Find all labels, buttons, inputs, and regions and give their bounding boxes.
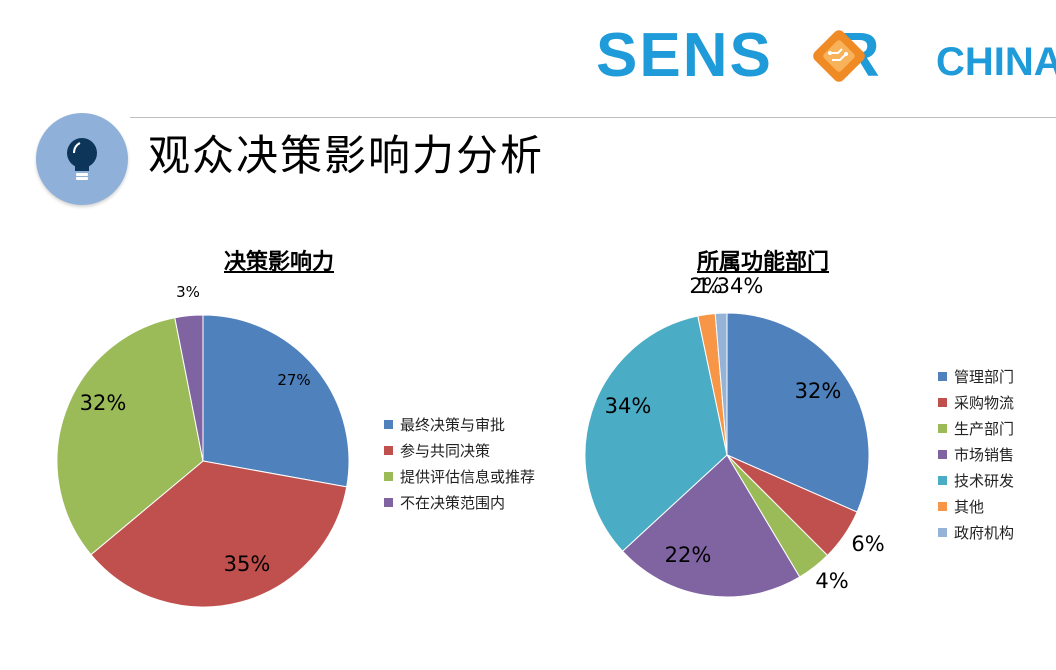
chart2-data-label-0: 32%: [795, 379, 842, 403]
chart2-legend-item: 采购物流: [938, 389, 1014, 415]
chart2-legend-item: 市场销售: [938, 441, 1014, 467]
chart1-slice-3: [174, 314, 204, 462]
chart1-legend-item: 不在决策范围内: [384, 489, 535, 515]
chart1-legend-swatch: [384, 419, 393, 429]
chart2-slice-0: [726, 312, 870, 513]
chart2-legend-label: 生产部门: [954, 419, 1015, 438]
chart2-data-label-3: 22%: [665, 543, 712, 567]
chart2-legend-swatch: [938, 449, 947, 459]
chart1-legend-swatch: [384, 497, 393, 507]
chart2-legend-label: 政府机构: [954, 523, 1015, 542]
chart1-slice-1: [90, 460, 348, 608]
chart1-data-label-0: 27%: [277, 371, 310, 389]
chart1-legend-swatch: [384, 471, 393, 481]
chart2-legend-item: 生产部门: [938, 415, 1014, 441]
sensor-china-logo: SENSR CHINA: [596, 18, 1056, 98]
chart2-legend: 管理部门采购物流生产部门市场销售技术研发其他政府机构: [938, 363, 1014, 545]
chart2-legend-swatch: [938, 501, 947, 511]
chart1-legend-label: 参与共同决策: [400, 441, 491, 460]
header-divider: [130, 117, 1056, 118]
chart2-legend-swatch: [938, 475, 947, 485]
chart1-legend-item: 提供评估信息或推荐: [384, 463, 535, 489]
chart2-data-label-6: 1.34%: [697, 274, 764, 298]
lightbulb-badge: [36, 113, 128, 205]
chart2-legend-swatch: [938, 397, 947, 407]
logo-sub-wordmark: CHINA: [936, 40, 1056, 84]
chart2-legend-label: 技术研发: [954, 471, 1015, 490]
chart2-slice-3: [621, 454, 801, 598]
chart2-legend-label: 管理部门: [954, 367, 1015, 386]
chart2-data-label-2: 4%: [815, 569, 848, 593]
chart2-slice-4: [584, 315, 728, 552]
chart2-legend-label: 其他: [954, 497, 985, 516]
chart2-legend-label: 采购物流: [954, 393, 1015, 412]
chart1-legend-label: 提供评估信息或推荐: [400, 467, 536, 486]
chart2-legend-item: 其他: [938, 493, 1014, 519]
chart2-data-label-4: 34%: [605, 394, 652, 418]
chart1-slice-0: [202, 314, 350, 488]
chart2-legend-swatch: [938, 423, 947, 433]
chart1-legend-label: 不在决策范围内: [400, 493, 506, 512]
chart1-slice-2: [56, 317, 204, 556]
chart1-data-label-2: 32%: [80, 391, 127, 415]
chart1-title: 决策影响力: [224, 250, 335, 275]
chart2-data-label-1: 6%: [851, 532, 884, 556]
chart2-legend-swatch: [938, 527, 947, 537]
chart2-legend-item: 管理部门: [938, 363, 1014, 389]
chart2-data-label-5: 2%: [689, 274, 722, 298]
page-title: 观众决策影响力分析: [148, 131, 545, 180]
lightbulb-icon: [67, 138, 97, 180]
chart2-legend-item: 技术研发: [938, 467, 1014, 493]
chart1-data-label-3: 3%: [176, 283, 200, 301]
chart2-slice-6: [714, 312, 728, 456]
chart2-legend-item: 政府机构: [938, 519, 1014, 545]
chart2-title: 所属功能部门: [697, 250, 830, 275]
chart1-data-label-1: 35%: [224, 552, 271, 576]
chart1-legend: 最终决策与审批 参与共同决策提供评估信息或推荐 不在决策范围内: [384, 411, 535, 515]
chart1-legend-swatch: [384, 445, 393, 455]
chart2-legend-label: 市场销售: [954, 445, 1015, 464]
chart2-legend-swatch: [938, 371, 947, 381]
chart1-legend-label: 最终决策与审批: [400, 415, 506, 434]
chart1-legend-item: 参与共同决策: [384, 437, 535, 463]
chart1-legend-item: 最终决策与审批: [384, 411, 535, 437]
chip-icon: [813, 30, 865, 82]
